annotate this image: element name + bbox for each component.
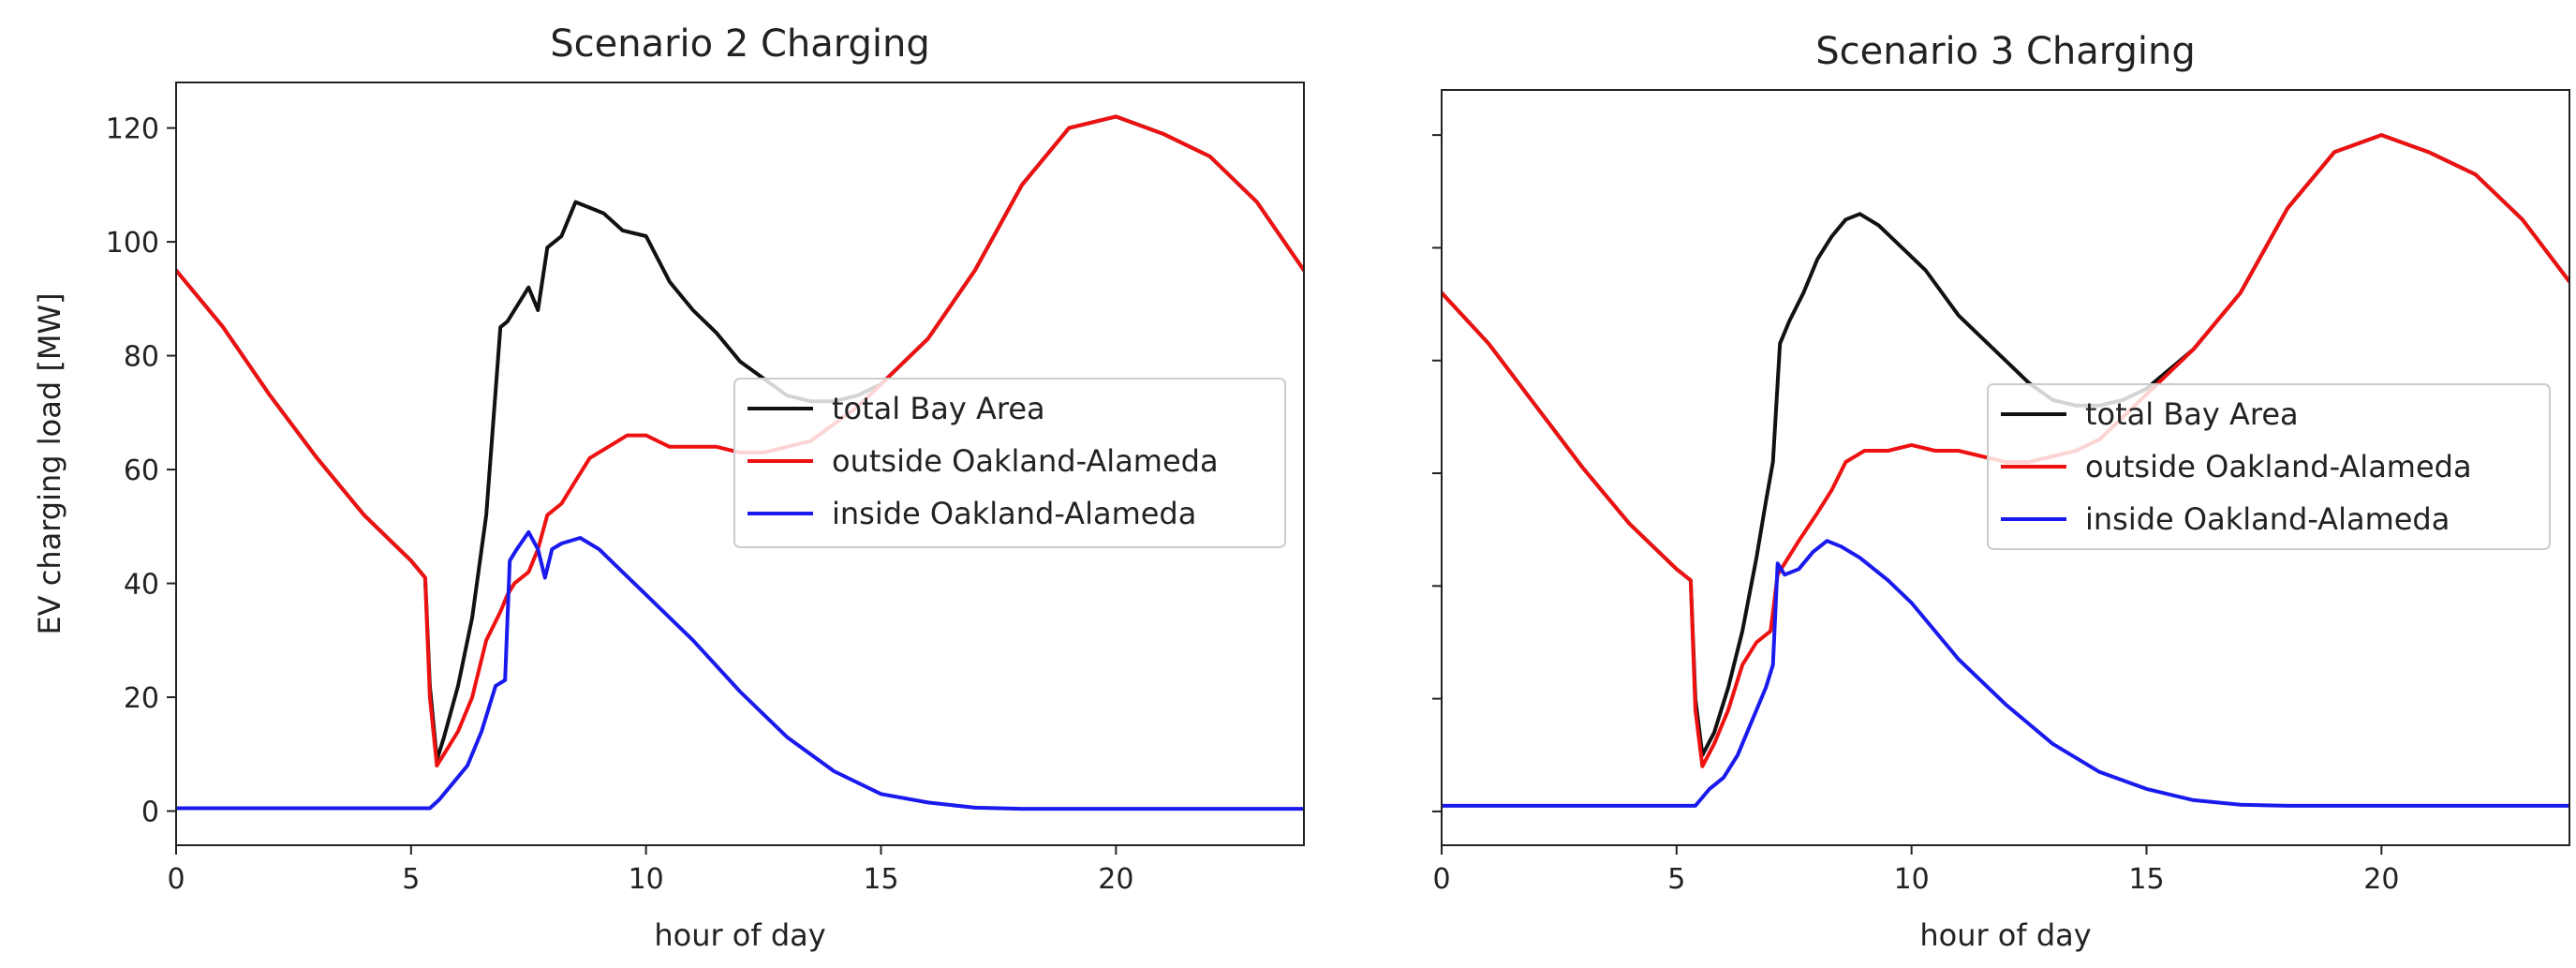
x-tick-label: 15 — [2128, 863, 2164, 896]
series-line-inside-oakland-alameda — [176, 529, 1304, 812]
legend-entry: total Bay Area — [2085, 396, 2299, 432]
legend-entry: inside Oakland-Alameda — [2085, 501, 2450, 537]
x-tick-label: 15 — [863, 863, 898, 896]
series-line-outside-oakland-alameda — [1442, 133, 2569, 768]
legend-entry: total Bay Area — [832, 391, 1045, 426]
chart-title: Scenario 3 Charging — [1815, 30, 2196, 73]
y-tick-label: 100 — [106, 227, 159, 260]
legend-entry: outside Oakland-Alameda — [832, 443, 1219, 479]
x-tick-label: 10 — [629, 863, 664, 896]
series-group — [176, 114, 1304, 812]
y-tick-label: 0 — [141, 797, 159, 829]
x-tick-label: 20 — [2363, 863, 2399, 896]
legend-entry: outside Oakland-Alameda — [2085, 449, 2472, 484]
y-axis-label: EV charging load [MW] — [32, 292, 67, 634]
chart-title: Scenario 2 Charging — [550, 22, 930, 66]
series-line-outside-oakland-alameda — [176, 114, 1304, 767]
x-tick-label: 5 — [402, 863, 420, 896]
y-tick-label: 20 — [124, 682, 159, 715]
y-tick-label: 40 — [124, 569, 159, 602]
x-tick-label: 20 — [1098, 863, 1133, 896]
legend-box — [1987, 383, 2551, 550]
series-group — [1442, 133, 2569, 808]
legend-entry: inside Oakland-Alameda — [832, 496, 1196, 531]
y-tick-label: 60 — [124, 454, 159, 487]
plot-frame — [1441, 89, 2570, 846]
y-tick-label: 80 — [124, 341, 159, 374]
legend: total Bay Area outside Oakland-Alameda ins… — [733, 378, 1286, 548]
plot-frame — [175, 82, 1305, 846]
legend: total Bay Area outside Oakland-Alameda ins… — [1987, 383, 2551, 550]
x-tick-label: 0 — [167, 863, 185, 896]
x-axis-label: hour of day — [1919, 917, 2091, 953]
x-tick-label: 10 — [1894, 863, 1930, 896]
y-tick-label: 120 — [106, 113, 159, 146]
series-line-inside-oakland-alameda — [1442, 539, 2569, 808]
legend-box — [733, 378, 1286, 548]
chart-panel-1: 0 5 10 15 20 0 20 40 60 80 100 120 Scenario 2 Chargi… — [32, 22, 1305, 953]
x-tick-label: 0 — [1432, 863, 1450, 896]
chart-panel-2: 0 5 10 15 20 Scenario 3 Charging hour of day to… — [1432, 30, 2570, 953]
x-axis-label: hour of day — [654, 917, 825, 953]
x-tick-label: 5 — [1667, 863, 1685, 896]
